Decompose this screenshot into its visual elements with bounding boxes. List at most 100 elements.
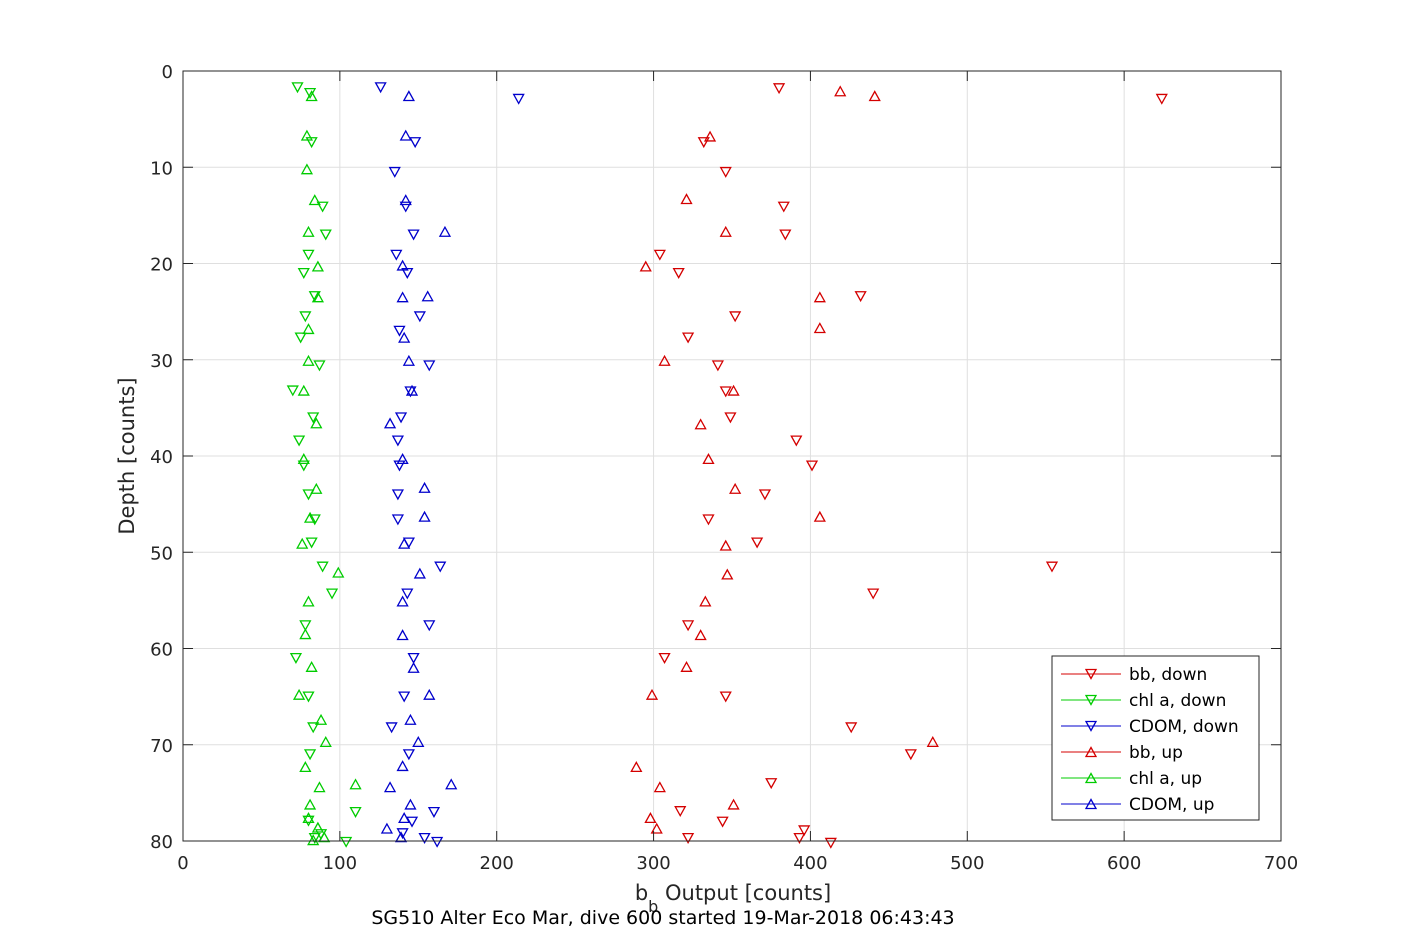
marker-bb-up [699, 595, 712, 607]
marker-chl-a-down [319, 229, 332, 241]
marker-cdom-down [388, 166, 401, 178]
marker-bb-up [703, 130, 717, 142]
chart-title: SG510 Alter Eco Mar, dive 600 started 19… [371, 907, 954, 929]
marker-cdom-down [427, 806, 441, 818]
marker-cdom-down [374, 82, 387, 94]
y-tick-label: 0 [162, 62, 173, 83]
marker-cdom-down [407, 229, 420, 241]
marker-bb-up [727, 384, 740, 396]
marker-bb-up [680, 660, 693, 672]
marker-bb-up [834, 85, 847, 97]
marker-chl-a-down [302, 489, 315, 501]
x-axis-label-rest: Output [counts] [658, 881, 831, 905]
marker-cdom-up [396, 259, 409, 271]
marker-bb-down [904, 749, 917, 761]
marker-bb-down [1155, 93, 1168, 105]
x-axis-label-main: b [635, 881, 648, 905]
marker-cdom-down [391, 489, 404, 501]
marker-cdom-down [399, 201, 412, 213]
marker-cdom-up [396, 291, 409, 303]
marker-cdom-down [390, 249, 403, 261]
marker-cdom-up [398, 331, 411, 343]
marker-chl-a-down [286, 385, 299, 397]
marker-bb-down [674, 806, 687, 818]
marker-chl-a-up [332, 566, 345, 578]
legend-marker-bb-down [1084, 668, 1098, 680]
marker-chl-a-up [310, 482, 323, 494]
marker-bb-up [721, 568, 734, 580]
marker-chl-a-up [314, 713, 328, 725]
marker-bb-up [727, 798, 740, 810]
marker-cdom-up [405, 384, 419, 396]
marker-chl-a-up [318, 831, 331, 843]
marker-cdom-up [418, 510, 431, 522]
legend-marker-chl-a-up [1084, 772, 1098, 784]
marker-cdom-down [413, 311, 426, 323]
marker-cdom-down [385, 722, 398, 734]
marker-bb-up [729, 482, 742, 494]
marker-cdom-down [391, 435, 404, 447]
marker-chl-a-up [297, 384, 310, 396]
data-markers [286, 82, 1168, 849]
marker-chl-a-up [308, 194, 321, 206]
marker-bb-down [779, 229, 792, 241]
marker-chl-a-down [305, 537, 318, 549]
marker-bb-down [724, 412, 737, 424]
marker-bb-down [653, 249, 666, 261]
marker-bb-up [630, 761, 643, 773]
marker-bb-down [772, 83, 786, 95]
x-tick-label: 700 [1264, 853, 1298, 874]
marker-bb-down [658, 652, 671, 664]
marker-cdom-up [438, 225, 452, 237]
marker-chl-a-up [305, 90, 318, 102]
y-tick-label: 80 [150, 832, 173, 853]
marker-bb-up [868, 90, 881, 102]
x-tick-label: 500 [950, 853, 984, 874]
axis-ticks: 0 100 200 300 400 500 600 700 0 10 20 30 40 50 60 70 80 [150, 62, 1298, 874]
marker-bb-up [650, 822, 663, 834]
marker-bb-up [694, 418, 707, 430]
marker-cdom-down [393, 325, 406, 337]
marker-chl-a-down [316, 201, 329, 213]
marker-bb-down [719, 386, 732, 398]
marker-bb-down [716, 816, 729, 828]
marker-cdom-down [418, 832, 431, 844]
marker-cdom-up [398, 812, 411, 824]
marker-cdom-up [418, 481, 431, 493]
marker-bb-down [681, 832, 695, 844]
marker-cdom-up [423, 688, 436, 700]
marker-chl-a-down [305, 137, 318, 149]
legend-label-cdom-up: CDOM, up [1129, 795, 1214, 815]
marker-bb-down [1045, 561, 1059, 573]
marker-chl-a-up [319, 736, 332, 748]
marker-chl-a-up [311, 260, 325, 272]
marker-chl-a-up [292, 688, 306, 700]
marker-chl-a-down [325, 588, 339, 600]
marker-bb-up [702, 453, 715, 465]
marker-chl-a-down [302, 815, 315, 827]
marker-cdom-up [396, 595, 409, 607]
marker-bb-up [813, 510, 826, 522]
marker-cdom-down [409, 137, 422, 149]
marker-chl-a-down [340, 836, 353, 848]
marker-bb-down [854, 291, 867, 303]
marker-cdom-up [404, 798, 417, 810]
marker-bb-down [845, 722, 858, 734]
marker-chl-a-down [297, 460, 310, 472]
marker-chl-a-down [294, 332, 307, 344]
marker-bb-up [719, 539, 732, 551]
marker-chl-a-up [302, 354, 315, 366]
marker-chl-a-up [299, 628, 312, 640]
marker-cdom-up [402, 354, 415, 366]
marker-cdom-down [512, 93, 525, 105]
marker-cdom-up [445, 778, 458, 790]
marker-cdom-down [434, 561, 447, 573]
marker-bb-down [758, 489, 772, 501]
marker-chl-a-down [349, 806, 362, 818]
marker-cdom-up [398, 537, 411, 549]
marker-bb-down [867, 588, 880, 600]
marker-bb-up [658, 354, 671, 366]
marker-bb-down [805, 460, 819, 472]
x-axis-label-subscript: b [648, 897, 658, 916]
marker-chl-a-up [310, 417, 323, 429]
